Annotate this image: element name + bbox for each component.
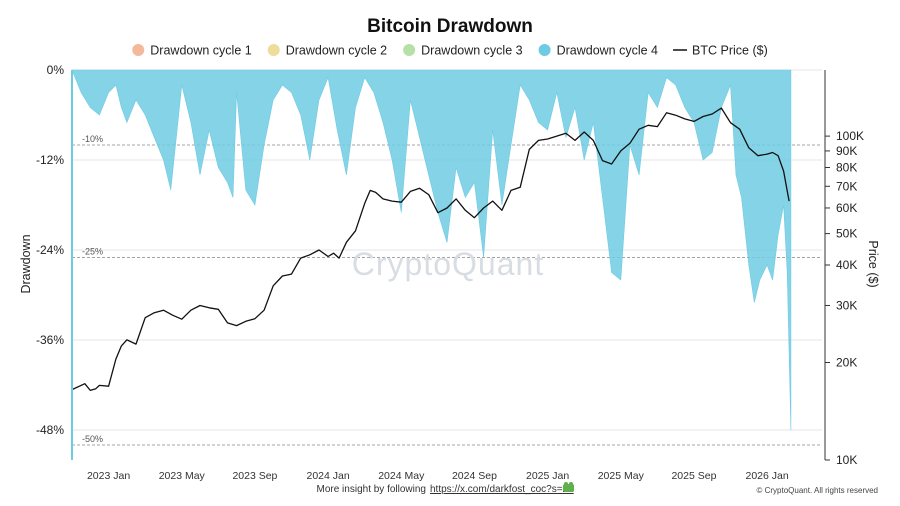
reference-line-label: -25% bbox=[82, 247, 103, 257]
legend-item-5[interactable]: BTC Price ($) bbox=[673, 44, 768, 58]
x-tick-label: 2026 Jan bbox=[746, 470, 789, 482]
footer-link[interactable]: https://x.com/darkfost_coc?s=21 bbox=[430, 484, 574, 495]
right-tick-label: 90K bbox=[836, 144, 857, 158]
x-tick-label: 2023 Sep bbox=[232, 470, 277, 482]
legend-label: Drawdown cycle 2 bbox=[286, 44, 387, 58]
legend-marker-dot bbox=[132, 44, 145, 56]
right-tick-label: 70K bbox=[836, 179, 857, 193]
left-tick-label: -12% bbox=[36, 153, 64, 167]
copyright: © CryptoQuant. All rights reserved bbox=[757, 486, 879, 495]
y-axis-label-right: Price ($) bbox=[866, 240, 880, 287]
watermark: CryptoQuant bbox=[352, 246, 544, 282]
right-tick-label: 80K bbox=[836, 161, 857, 175]
legend-label: Drawdown cycle 4 bbox=[557, 44, 658, 58]
right-tick-label: 60K bbox=[836, 201, 857, 215]
x-tick-label: 2024 Jan bbox=[306, 470, 349, 482]
legend-label: BTC Price ($) bbox=[692, 44, 768, 58]
left-tick-label: -24% bbox=[36, 243, 64, 257]
drawdown-area bbox=[71, 69, 792, 431]
legend-marker-dot bbox=[267, 44, 280, 56]
footer-text: More insight by following bbox=[317, 484, 427, 495]
x-tick-label: 2024 May bbox=[378, 470, 425, 482]
left-tick-label: 0% bbox=[47, 63, 65, 77]
btc-price-line-group bbox=[71, 107, 790, 392]
right-tick-label: 10K bbox=[836, 453, 857, 467]
legend-label: Drawdown cycle 1 bbox=[150, 44, 251, 58]
left-tick-label: -48% bbox=[36, 423, 64, 437]
frog-emoji-icon bbox=[563, 482, 574, 492]
legend-item-3[interactable]: Drawdown cycle 3 bbox=[403, 44, 523, 58]
legend-marker-dot bbox=[403, 44, 416, 56]
legend: Drawdown cycle 1 Drawdown cycle 2 Drawdown… bbox=[132, 44, 768, 58]
reference-line-label: -50% bbox=[82, 434, 103, 444]
legend-item-2[interactable]: Drawdown cycle 2 bbox=[267, 44, 387, 58]
right-tick-label: 40K bbox=[836, 258, 857, 272]
y-axis-label-left: Drawdown bbox=[19, 234, 33, 293]
legend-label: Drawdown cycle 3 bbox=[421, 44, 522, 58]
left-tick-label: -36% bbox=[36, 333, 64, 347]
chart-title: Bitcoin Drawdown bbox=[367, 16, 533, 37]
right-tick-label: 100K bbox=[836, 129, 864, 143]
left-axis-ticks: 0% -12% -24% -36% -48% bbox=[36, 63, 64, 437]
legend-item-4[interactable]: Drawdown cycle 4 bbox=[538, 44, 658, 58]
x-tick-label: 2024 Sep bbox=[452, 470, 497, 482]
x-tick-label: 2025 May bbox=[598, 470, 645, 482]
reference-line-label: -10% bbox=[82, 134, 103, 144]
legend-item-1[interactable]: Drawdown cycle 1 bbox=[132, 44, 252, 58]
right-tick-label: 20K bbox=[836, 356, 857, 370]
btc-price-line bbox=[71, 107, 790, 392]
right-tick-label: 50K bbox=[836, 227, 857, 241]
x-axis-ticks: 2023 Jan 2023 May 2023 Sep 2024 Jan 2024 May… bbox=[87, 470, 789, 482]
right-tick-label: 30K bbox=[836, 298, 857, 312]
x-tick-label: 2025 Jan bbox=[526, 470, 569, 482]
drawdown-cycle-4-area bbox=[71, 69, 792, 431]
x-tick-label: 2025 Sep bbox=[671, 470, 716, 482]
x-tick-label: 2023 Jan bbox=[87, 470, 130, 482]
x-tick-label: 2023 May bbox=[159, 470, 206, 482]
legend-marker-dot bbox=[538, 44, 551, 56]
